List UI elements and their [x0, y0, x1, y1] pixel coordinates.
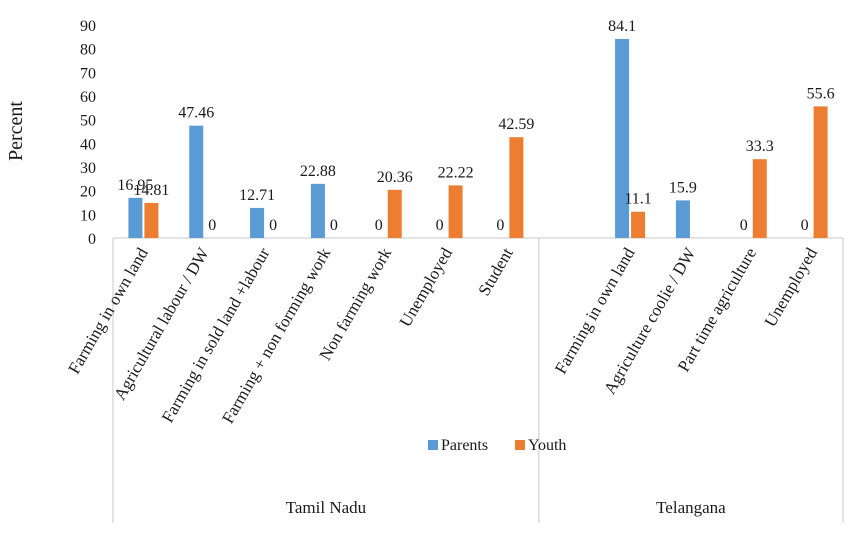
data-label: 11.1 — [624, 191, 651, 208]
bar-parents — [615, 38, 630, 238]
y-tick-label: 70 — [80, 65, 96, 82]
data-label: 42.59 — [498, 116, 534, 133]
data-label: 12.71 — [239, 187, 275, 204]
bar-youth — [813, 106, 828, 238]
bar-youth — [144, 202, 159, 238]
y-tick-label: 0 — [88, 231, 96, 248]
legend-label: Parents — [441, 437, 488, 454]
bar-youth — [631, 211, 646, 238]
bar-youth — [448, 185, 463, 238]
legend-swatch — [428, 440, 438, 450]
bar-parents — [189, 125, 204, 238]
data-label: 84.1 — [608, 18, 636, 35]
data-label: 0 — [436, 217, 444, 234]
y-tick-label: 20 — [80, 184, 96, 201]
data-label: 20.36 — [377, 169, 413, 186]
data-label: 33.3 — [746, 138, 774, 155]
y-tick-label: 80 — [80, 42, 96, 59]
data-label: 22.22 — [438, 164, 474, 181]
bar-parents — [675, 200, 690, 238]
y-tick-label: 60 — [80, 89, 96, 106]
data-label: 14.81 — [133, 182, 169, 199]
category-label: Unemployed — [761, 244, 822, 330]
y-tick-label: 30 — [80, 160, 96, 177]
bar-parents — [250, 207, 265, 238]
data-label: 0 — [330, 217, 338, 234]
category-label: Student — [474, 244, 517, 299]
group-label: Tamil Nadu — [286, 498, 367, 517]
data-label: 22.88 — [300, 163, 336, 180]
data-label: 0 — [801, 217, 809, 234]
bar-youth — [752, 159, 767, 238]
group-label: Telangana — [656, 498, 726, 517]
data-label: 47.46 — [178, 105, 214, 122]
bar-youth — [387, 189, 402, 238]
category-label: Unemployed — [396, 244, 457, 330]
bar-youth — [509, 137, 524, 238]
y-tick-label: 50 — [80, 113, 96, 130]
legend-swatch — [515, 440, 525, 450]
y-axis-label: Percent — [5, 101, 27, 161]
category-label: Farming + non forming work — [218, 244, 334, 427]
data-label: 0 — [740, 217, 748, 234]
bar-parents — [310, 183, 325, 238]
category-label: Farming in sold land +labour — [158, 244, 274, 426]
bar-parents — [128, 197, 143, 238]
legend-label: Youth — [528, 437, 566, 454]
data-label: 55.6 — [807, 85, 835, 102]
y-tick-label: 10 — [80, 207, 96, 224]
data-label: 0 — [208, 217, 216, 234]
data-label: 0 — [375, 217, 383, 234]
y-tick-label: 40 — [80, 136, 96, 153]
data-label: 0 — [269, 217, 277, 234]
data-label: 16.95 — [117, 177, 153, 194]
data-label: 15.9 — [669, 179, 697, 196]
data-label: 0 — [496, 217, 504, 234]
y-tick-label: 90 — [80, 18, 96, 35]
